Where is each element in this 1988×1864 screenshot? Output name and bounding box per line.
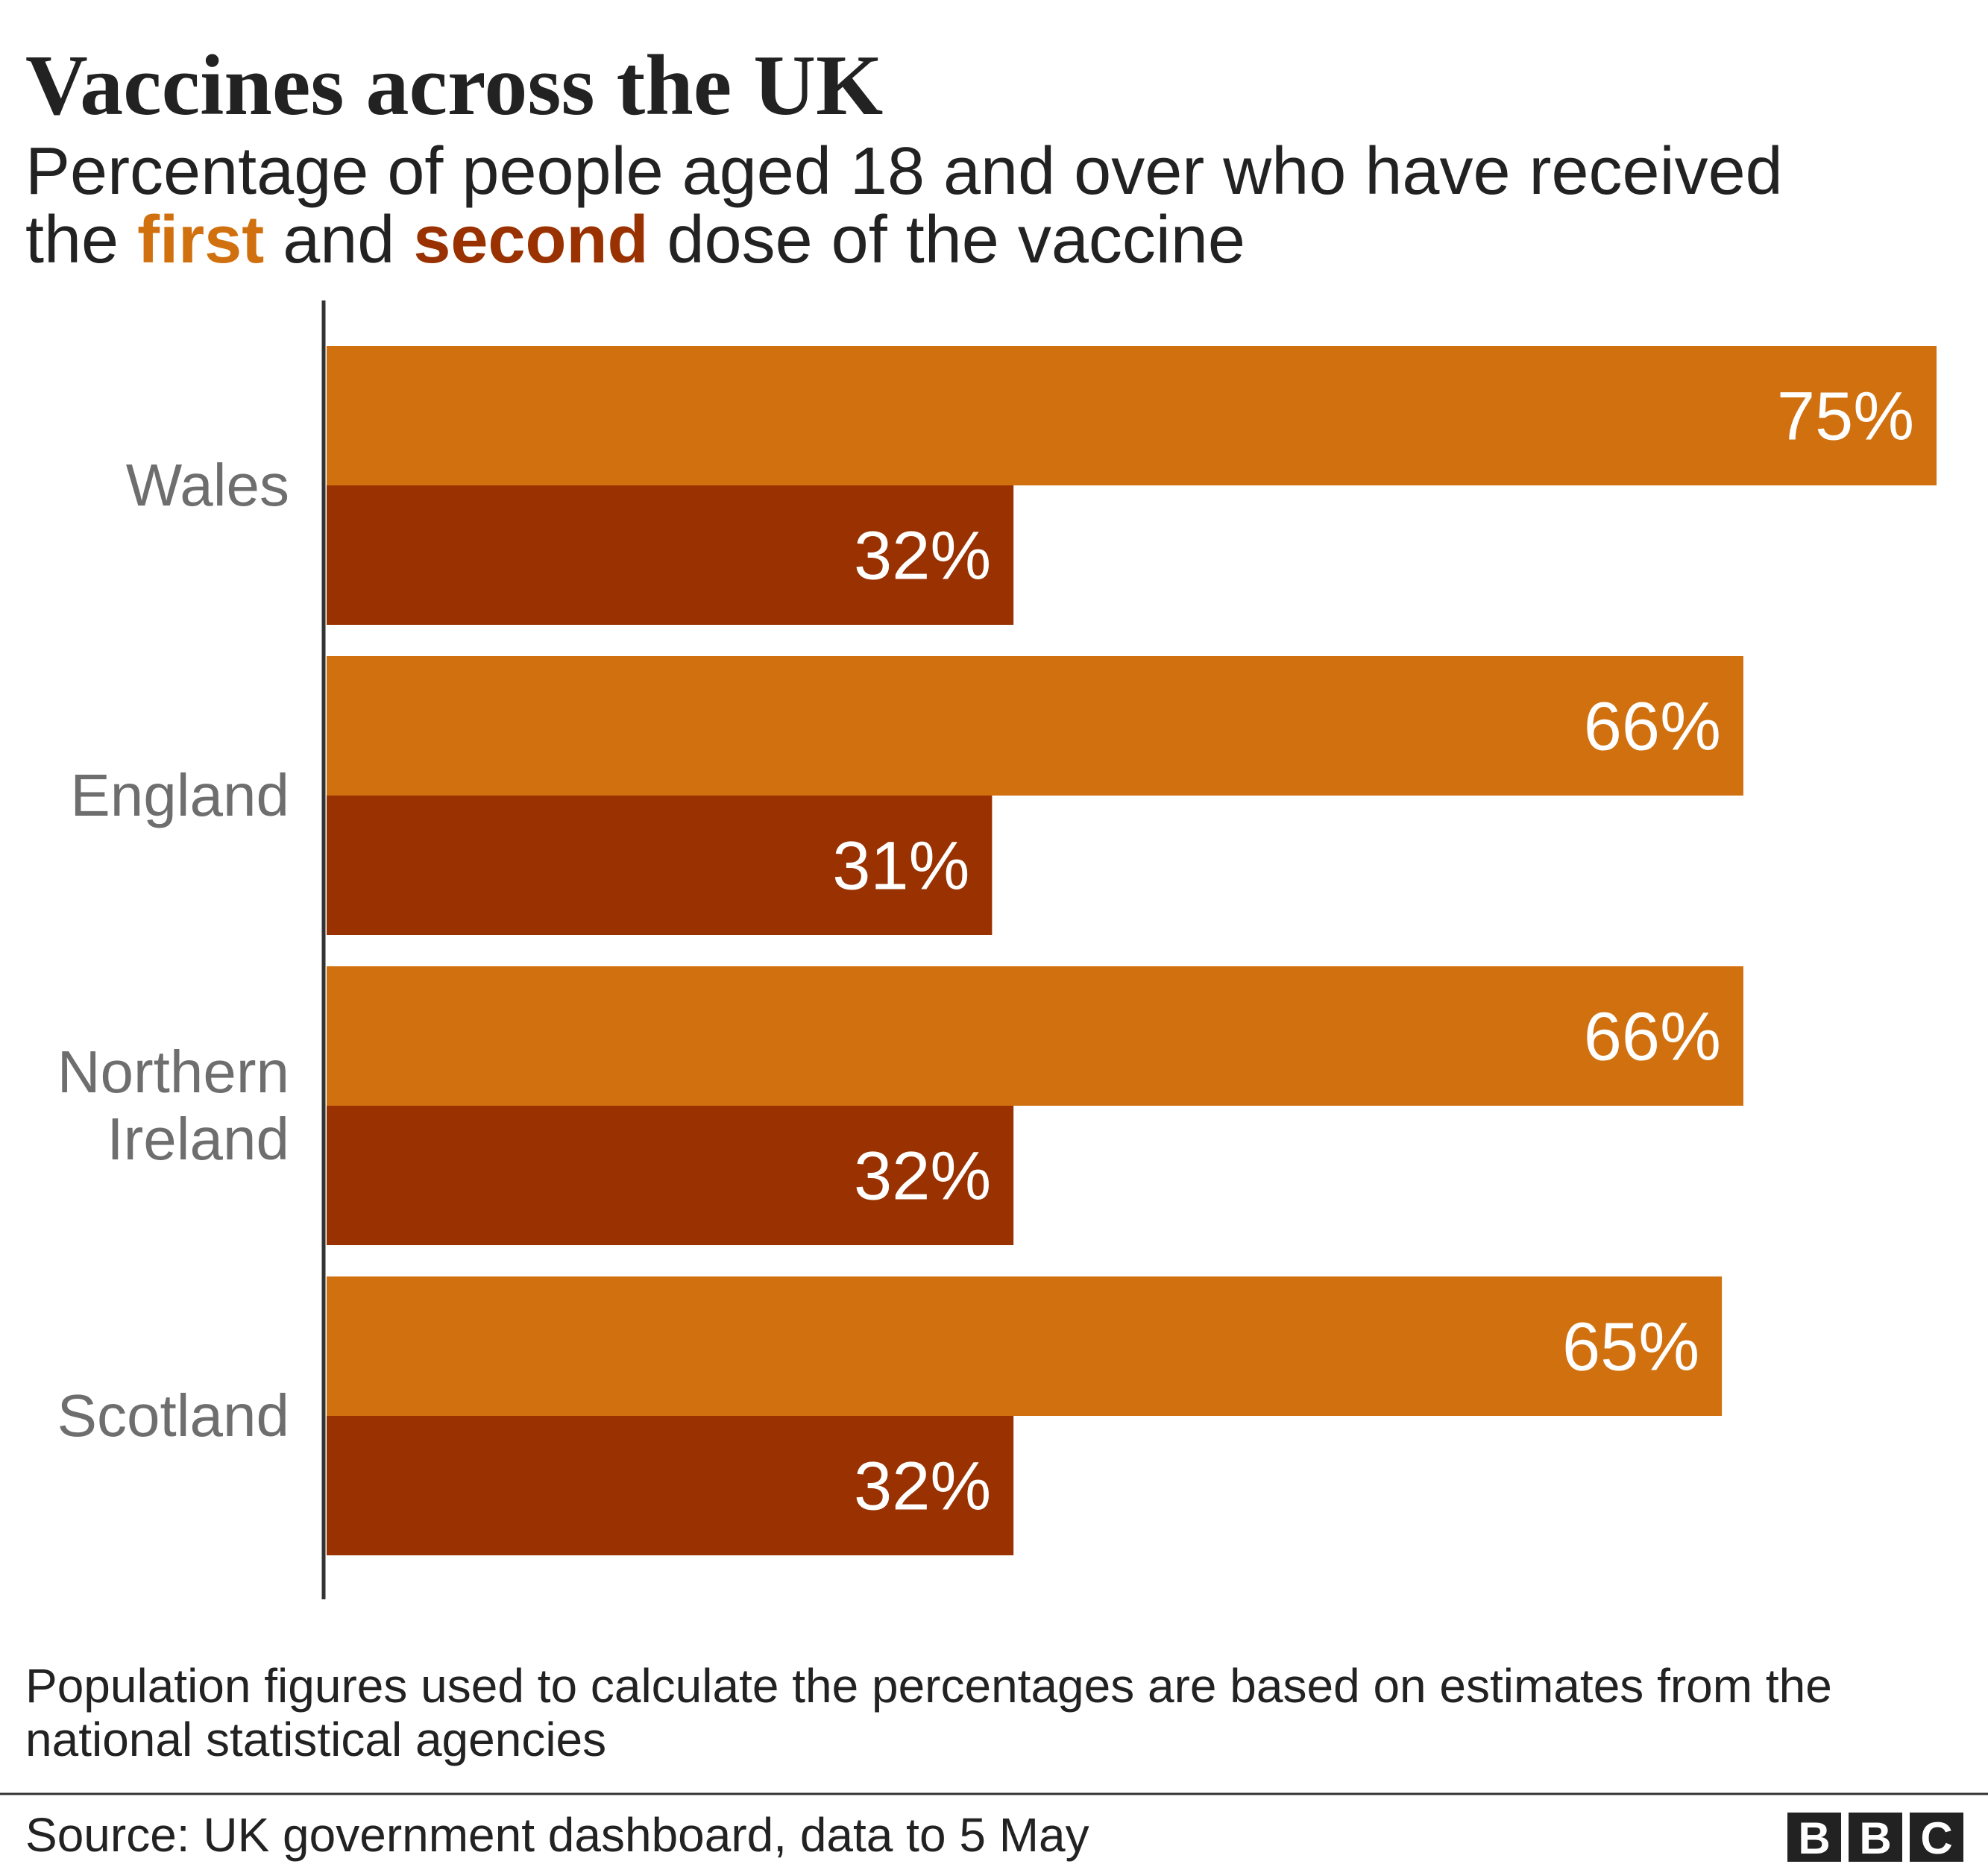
logo-box (1787, 1813, 1841, 1862)
bar (327, 346, 1937, 485)
legend-first: first (137, 203, 265, 277)
value-label: 66% (1584, 999, 1721, 1075)
category-label: England (70, 762, 289, 828)
legend-second: second (413, 203, 649, 277)
bar (327, 656, 1743, 796)
bar (327, 1276, 1723, 1416)
subtitle-text: dose of the vaccine (667, 203, 1245, 277)
category-label: Northern Ireland (57, 1039, 289, 1172)
subtitle-text: Percentage of people aged 18 and over wh… (25, 134, 1783, 277)
chart-title: Vaccines across the UK (25, 38, 884, 133)
value-label: 32% (854, 1139, 991, 1215)
subtitle-text: and (283, 203, 395, 277)
note: Population figures used to calculate the… (25, 1659, 1832, 1766)
source: Source: UK government dashboard, data to… (25, 1808, 1089, 1862)
bar (327, 1416, 1014, 1555)
category-label: Wales (125, 452, 289, 518)
logo-box (1849, 1813, 1902, 1862)
value-label: 32% (854, 518, 991, 594)
bar (327, 966, 1743, 1106)
chart-subtitle: Percentage of people aged 18 and over wh… (25, 137, 1875, 274)
category-label: Scotland (57, 1382, 289, 1449)
value-label: 75% (1777, 379, 1914, 455)
value-label: 66% (1584, 689, 1721, 765)
logo-letter: B (1798, 1813, 1830, 1863)
value-label: 65% (1562, 1309, 1699, 1385)
value-label: 31% (832, 828, 969, 904)
logo-letter: C (1920, 1813, 1952, 1863)
logo-letter: B (1859, 1813, 1891, 1863)
value-label: 32% (854, 1449, 991, 1525)
bar (327, 485, 1014, 625)
bar (327, 1106, 1014, 1245)
bar (327, 796, 993, 935)
logo-box (1910, 1813, 1963, 1862)
